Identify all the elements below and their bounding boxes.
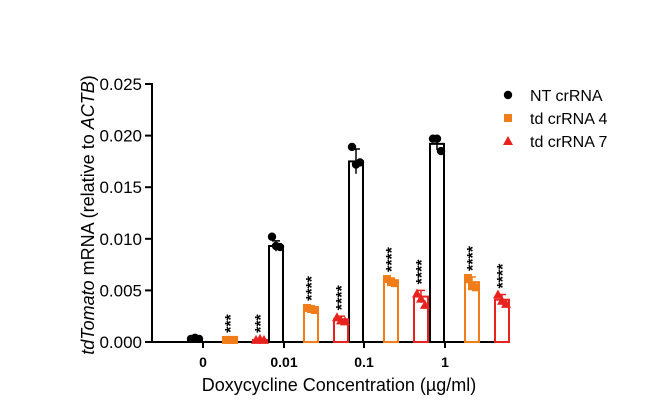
data-points [186,134,511,344]
significance-label: *** [253,313,270,332]
data-point-square [391,279,399,288]
legend-label: td crRNA 4 [530,111,607,128]
legend-label: td crRNA 7 [530,134,607,151]
significance-label: **** [334,285,351,311]
data-point-circle [267,232,277,241]
data-point-square [504,114,512,122]
significance-label: *** [223,313,240,332]
data-point-circle [432,134,442,143]
data-point-circle [194,334,204,344]
y-axis-title-end: ) [78,75,98,81]
significance-label: **** [495,263,512,289]
x-axis-title: Doxycycline Concentration (µg/ml) [202,375,476,395]
data-point-circle [275,242,285,252]
y-tick-label: 0.025 [99,75,142,94]
y-axis-title-reference: ACTB [78,81,98,130]
data-point-triangle [259,334,269,344]
significance-label: **** [414,259,431,285]
y-axis-title-gene: tdTomato [78,280,98,354]
data-point-triangle [412,288,422,298]
x-tick-label: 0.01 [270,354,297,370]
x-axis: 0 0.01 0.1 1 [151,341,500,370]
bars [187,136,510,344]
y-tick-label: 0.010 [99,230,142,249]
data-point-square [472,283,480,292]
y-axis: 0.000 0.005 0.010 0.015 0.020 0.025 [99,75,153,352]
y-tick-label: 0.005 [99,281,142,300]
x-tick-label: 0 [199,354,207,370]
data-point-square [464,274,472,283]
data-point-circle [347,142,357,152]
y-axis-title: tdTomato mRNA (relative to ACTB) [78,75,98,354]
bar [348,160,364,343]
data-point-triangle [503,136,513,145]
data-point-square [230,335,238,344]
significance-labels: *********** *************** **** [223,245,512,333]
bar [429,142,445,343]
y-tick-label: 0.020 [99,127,142,146]
data-point-circle [436,146,446,156]
data-point-triangle [420,299,430,309]
y-tick-label: 0.000 [99,333,142,352]
data-point-square [311,306,319,315]
data-point-triangle [493,289,503,299]
y-axis-title-middle: mRNA (relative to [78,129,98,280]
bar [268,245,284,343]
data-point-triangle [501,298,511,308]
data-point-triangle [416,293,426,303]
x-tick-label: 0.1 [354,354,374,370]
data-point-circle [355,158,365,167]
significance-label: **** [304,275,321,301]
x-tick-label: 1 [441,354,449,370]
data-point-triangle [340,316,350,326]
bar [383,280,399,343]
legend: NT crRNA td crRNA 4 td crRNA 7 [503,88,607,151]
significance-label: **** [465,245,482,271]
significance-label: **** [384,246,401,272]
y-tick-label: 0.015 [99,178,142,197]
data-point-circle [503,90,513,100]
legend-label: NT crRNA [530,88,603,105]
